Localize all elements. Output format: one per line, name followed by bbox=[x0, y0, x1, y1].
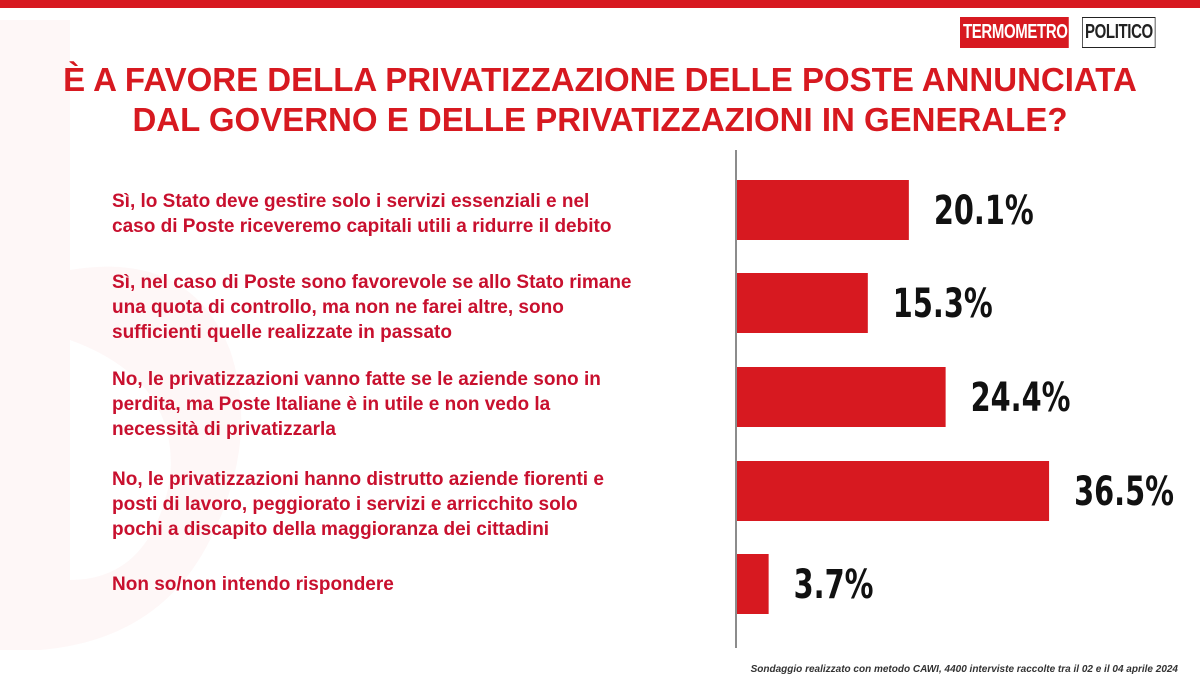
category-label-1: Sì, lo Stato deve gestire solo i servizi… bbox=[112, 191, 612, 237]
value-label-2: 15.3% bbox=[893, 281, 993, 327]
category-label-5: Non so/non intendo rispondere bbox=[112, 574, 394, 595]
survey-footnote: Sondaggio realizzato con metodo CAWI, 44… bbox=[750, 664, 1178, 675]
chart-title: È A FAVORE DELLA PRIVATIZZAZIONE DELLE P… bbox=[20, 60, 1180, 140]
value-label-5: 3.7% bbox=[794, 562, 874, 608]
bar-1 bbox=[737, 180, 909, 240]
chart-title-line-1: È A FAVORE DELLA PRIVATIZZAZIONE DELLE P… bbox=[63, 61, 1137, 98]
termometro-politico-logo: TERMOMETRO POLITICO bbox=[960, 17, 1156, 48]
top-accent-bar bbox=[0, 0, 1200, 8]
category-label-2: Sì, nel caso di Poste sono favorevole se… bbox=[112, 272, 632, 343]
logo-text-termometro: TERMOMETRO bbox=[960, 17, 1070, 48]
bar-3 bbox=[737, 367, 946, 427]
bar-5 bbox=[737, 554, 769, 614]
category-label-4: No, le privatizzazioni hanno distrutto a… bbox=[112, 469, 604, 540]
bar-4 bbox=[737, 461, 1050, 521]
value-label-3: 24.4% bbox=[971, 375, 1071, 421]
category-label-3: No, le privatizzazioni vanno fatte se le… bbox=[112, 369, 601, 440]
value-label-4: 36.5% bbox=[1074, 469, 1174, 515]
value-label-1: 20.1% bbox=[934, 188, 1034, 234]
logo-text-politico: POLITICO bbox=[1082, 17, 1156, 48]
chart-title-line-2: DAL GOVERNO E DELLE PRIVATIZZAZIONI IN G… bbox=[132, 101, 1068, 138]
bar-2 bbox=[737, 273, 868, 333]
